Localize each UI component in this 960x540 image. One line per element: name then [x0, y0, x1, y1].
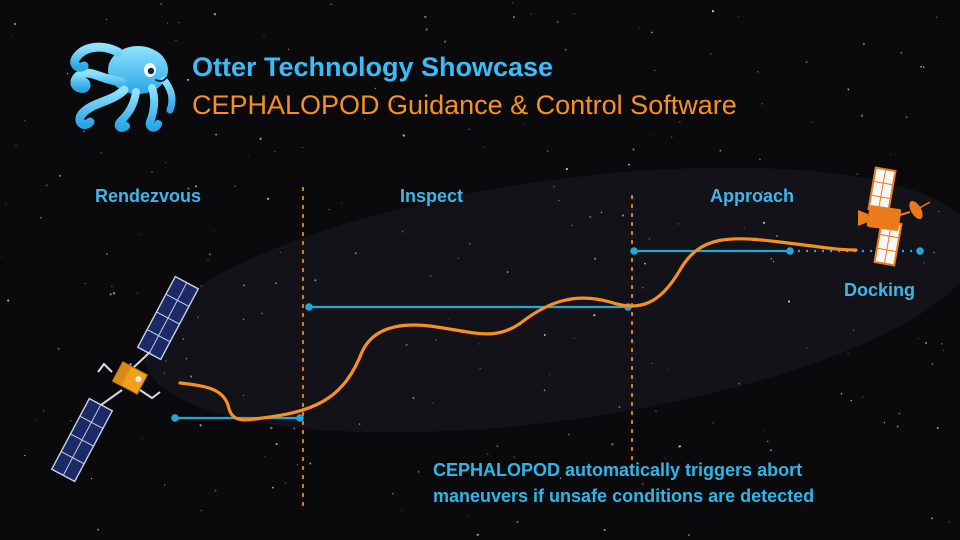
- abort-note: CEPHALOPOD automatically triggers abort …: [433, 457, 814, 509]
- slide-title: Otter Technology Showcase: [192, 52, 554, 82]
- trajectory-path: [178, 237, 858, 422]
- phase-label-approach: Approach: [710, 186, 795, 206]
- servicer-satellite-icon: [50, 275, 200, 483]
- target-satellite-icon: [858, 166, 931, 267]
- octopus-icon: [70, 42, 176, 132]
- phase-label-inspect: Inspect: [400, 186, 464, 206]
- abort-note-line: maneuvers if unsafe conditions are detec…: [433, 486, 815, 506]
- slide-subtitle: CEPHALOPOD Guidance & Control Software: [192, 90, 737, 120]
- phase-label-rendezvous: Rendezvous: [95, 186, 202, 206]
- guide-line-inspect: [305, 303, 632, 311]
- abort-note-line: CEPHALOPOD automatically triggers abort: [433, 460, 803, 480]
- phase-label-docking: Docking: [844, 280, 916, 300]
